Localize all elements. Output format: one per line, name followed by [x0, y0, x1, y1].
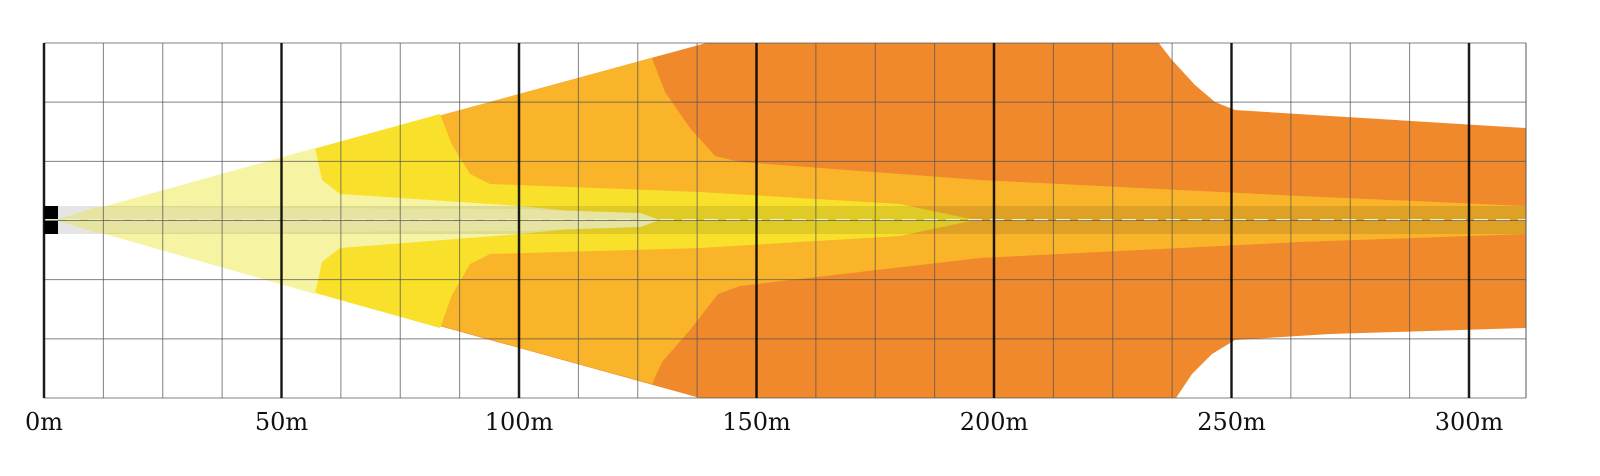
x-tick-label: 0m — [25, 408, 63, 436]
x-axis-tick-labels: 0m 50m 100m 150m 200m 250m 300m — [25, 408, 1504, 436]
x-tick-label: 100m — [485, 408, 554, 436]
x-tick-label: 250m — [1197, 408, 1266, 436]
grid — [42, 42, 1527, 399]
x-tick-label: 150m — [722, 408, 791, 436]
x-tick-label: 300m — [1435, 408, 1504, 436]
x-tick-label: 200m — [960, 408, 1029, 436]
x-tick-label: 50m — [255, 408, 309, 436]
